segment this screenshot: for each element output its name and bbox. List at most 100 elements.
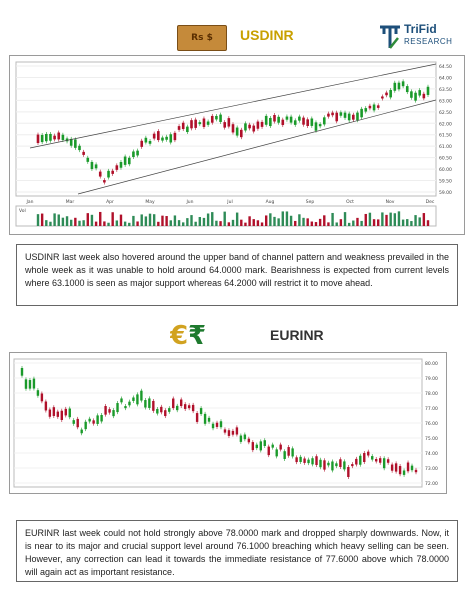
eurinr-candle [96, 415, 99, 424]
usdinr-volume-bar [240, 219, 243, 226]
eurinr-candle [394, 463, 398, 472]
usdinr-y-tick-label: 62.50 [439, 110, 452, 116]
usdinr-candle [161, 137, 164, 141]
eurinr-candle [24, 379, 28, 389]
usdinr-y-tick-label: 64.00 [439, 75, 452, 81]
eurinr-candle [311, 458, 314, 465]
usdinr-volume-bar [86, 213, 89, 226]
usdinr-candle [74, 139, 77, 148]
usdinr-y-tick-label: 61.50 [439, 133, 452, 139]
rupee-dollar-logo-text: Rs $ [191, 33, 213, 43]
usdinr-candle [385, 92, 388, 96]
eurinr-candle [44, 401, 48, 411]
eurinr-candle [179, 399, 183, 407]
usdinr-y-tick-label: 60.50 [439, 156, 452, 162]
usdinr-candle [372, 104, 376, 111]
usdinr-channel-upper [29, 63, 437, 149]
eurinr-candle [92, 420, 95, 424]
eurinr-y-tick-label: 72.00 [425, 481, 438, 487]
usdinr-x-tick-label: Jul [226, 199, 232, 205]
usdinr-volume-bar [57, 214, 60, 226]
eurinr-candle [375, 459, 378, 462]
usdinr-volume-bar [132, 215, 135, 226]
usdinr-candle [335, 112, 339, 122]
usdinr-candle [360, 108, 363, 118]
usdinr-volume-bar [281, 211, 284, 226]
rupee-dollar-logo: Rs $ [177, 25, 227, 51]
usdinr-candle [235, 127, 239, 136]
eurinr-candle [68, 408, 71, 418]
usdinr-candle [44, 133, 48, 142]
eurinr-candle [199, 408, 203, 415]
usdinr-candle [140, 140, 144, 147]
usdinr-candle [306, 119, 309, 126]
usdinr-candle [401, 81, 405, 87]
usdinr-candle [223, 122, 227, 128]
usdinr-candle [144, 137, 148, 143]
usdinr-candle [227, 118, 231, 127]
usdinr-candle [65, 138, 69, 142]
eurinr-candle [398, 466, 402, 475]
usdinr-volume-bar [306, 218, 309, 226]
eurinr-candle [144, 400, 147, 408]
usdinr-volume-bar [302, 217, 305, 226]
usdinr-volume-bar [61, 217, 65, 226]
eurinr-candle [339, 459, 342, 468]
usdinr-candle [157, 131, 160, 141]
usdinr-y-tick-label: 64.50 [439, 64, 452, 70]
eurinr-candle [64, 408, 67, 416]
usdinr-candle [352, 114, 355, 120]
usdinr-volume-bar [223, 211, 226, 226]
usdinr-y-tick-label: 62.00 [439, 121, 452, 127]
usdinr-volume-bar [182, 222, 185, 226]
usdinr-candle [190, 120, 193, 129]
eurinr-candle [363, 453, 366, 463]
usdinr-volume-bar [119, 214, 123, 226]
eurinr-commentary: EURINR last week could not hold strongly… [16, 520, 458, 582]
usdinr-candle [285, 116, 289, 120]
usdinr-volume-bar [99, 211, 102, 226]
usdinr-volume-bar [335, 222, 338, 226]
usdinr-volume-bar [339, 219, 343, 226]
usdinr-y-tick-label: 63.00 [439, 98, 452, 104]
eurinr-candle [116, 403, 119, 413]
usdinr-volume-bar [107, 222, 110, 226]
eurinr-candle [259, 441, 262, 451]
eurinr-y-tick-label: 80.00 [425, 361, 438, 367]
usdinr-candle [314, 122, 318, 131]
usdinr-volume-bar [256, 220, 260, 226]
usdinr-volume-bar [144, 216, 148, 226]
usdinr-volume-bar [215, 220, 218, 226]
usdinr-volume-bar [285, 211, 289, 226]
usdinr-x-tick-label: Oct [346, 199, 354, 205]
usdinr-volume-bar [211, 212, 214, 226]
usdinr-volume-bar [318, 218, 322, 226]
eurinr-candle [152, 400, 155, 411]
usdinr-candle [194, 119, 197, 128]
eurinr-candle [52, 407, 56, 416]
usdinr-volume-bar [202, 217, 206, 226]
usdinr-volume-bar [231, 219, 235, 226]
eurinr-candle [351, 464, 354, 467]
usdinr-candle [169, 134, 173, 143]
usdinr-volume-bar [157, 221, 160, 226]
usdinr-volume-bar [40, 213, 44, 226]
eurinr-candle [287, 447, 290, 456]
usdinr-x-tick-label: May [145, 199, 155, 205]
usdinr-volume-bar [65, 216, 69, 226]
usdinr-volume-bar [331, 212, 334, 226]
usdinr-volume-bar [49, 221, 52, 226]
eurinr-candle [227, 430, 231, 436]
eurinr-candle [120, 398, 123, 403]
usdinr-candle [57, 132, 61, 140]
eurinr-candle [347, 467, 350, 477]
usdinr-volume-bar [198, 216, 202, 226]
usdinr-volume-bar [190, 215, 193, 226]
usdinr-candle [260, 121, 264, 127]
usdinr-volume-bar [53, 213, 56, 226]
usdinr-chart-svg: 64.50 64.00 63.50 63.00 62.50 62.00 61.50 61.00… [15, 61, 452, 227]
usdinr-candle [302, 117, 305, 125]
usdinr-y-tick-label: 60.00 [439, 167, 452, 173]
usdinr-candle [136, 150, 139, 156]
usdinr-volume-bar [115, 220, 119, 226]
